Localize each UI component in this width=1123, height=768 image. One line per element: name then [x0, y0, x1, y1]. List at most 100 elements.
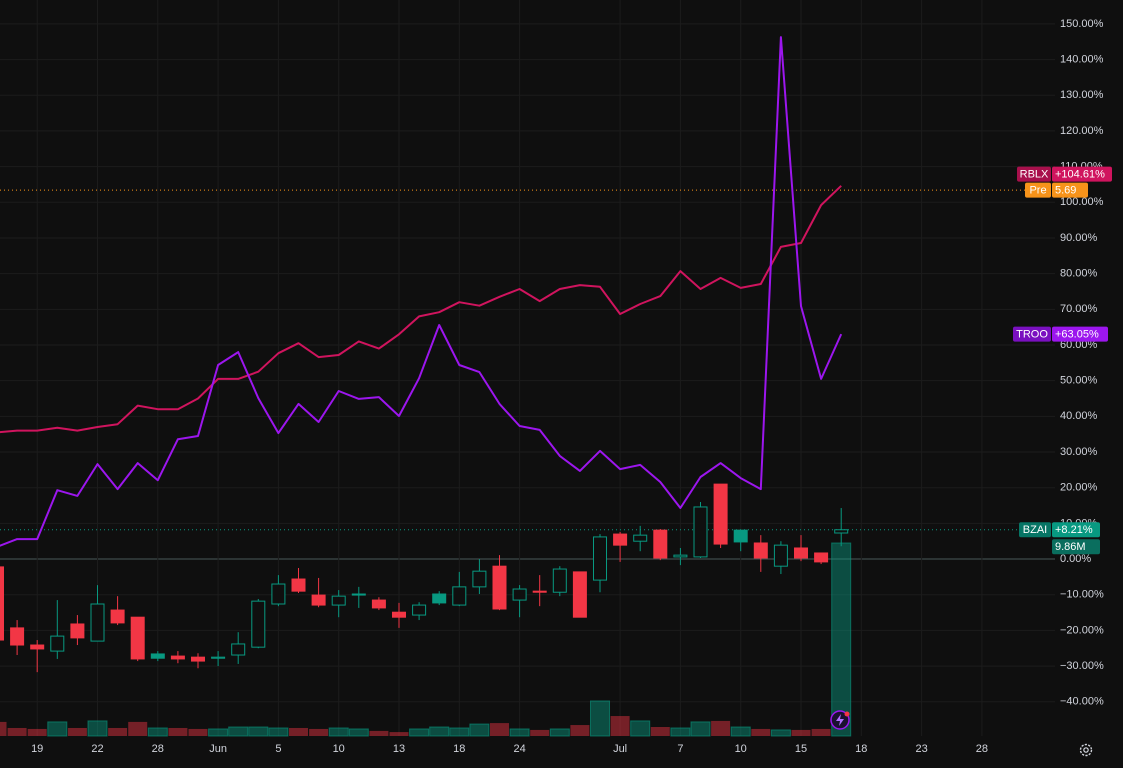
volume-bar — [811, 728, 831, 736]
x-tick-label: 10 — [333, 743, 345, 755]
volume-bar — [328, 727, 349, 737]
badge-value-box — [1052, 182, 1088, 198]
plot-area — [0, 36, 852, 737]
badge-value: +8.21% — [1055, 524, 1093, 536]
candle-body — [251, 600, 266, 648]
x-tick-label: 18 — [453, 743, 465, 755]
candle-body — [70, 623, 85, 639]
candle-body — [773, 544, 788, 567]
badge-name-box — [1025, 182, 1051, 198]
y-tick-label: 0.00% — [1060, 553, 1091, 565]
candle-body — [713, 483, 728, 545]
x-tick-label: 13 — [393, 743, 405, 755]
badge-value-box — [1052, 522, 1100, 538]
x-tick-label: 10 — [735, 743, 747, 755]
candle-body — [291, 578, 306, 592]
candle-body — [191, 656, 205, 662]
x-tick-label: 24 — [513, 743, 525, 755]
volume-bar — [108, 727, 128, 736]
volume-bar — [309, 728, 329, 736]
candle-body — [633, 534, 648, 542]
candle-body — [794, 547, 808, 559]
badge-name: RBLX — [1020, 169, 1049, 181]
volume-bar — [610, 716, 630, 736]
volume-bar — [770, 729, 791, 737]
candle-body — [572, 571, 587, 618]
volume-bar — [248, 726, 269, 737]
volume-bar — [670, 727, 691, 737]
badge-value: 5.69 — [1055, 185, 1076, 197]
volume-bar — [147, 727, 168, 737]
volume-bar — [429, 726, 450, 737]
volume-bar — [690, 721, 711, 737]
price-badges: RBLX +104.61% Pre 5.69 TROO +63.05% BZAI +8.21%… — [1013, 166, 1112, 555]
volume-bar — [831, 542, 852, 737]
x-tick-label: 7 — [677, 743, 683, 755]
badge-name-box — [1013, 326, 1051, 342]
candle-body — [432, 593, 447, 604]
candle-body — [130, 616, 145, 660]
volume-bar — [268, 727, 289, 737]
candle-body — [50, 635, 65, 652]
volume-bar — [168, 727, 188, 736]
candle-body — [371, 599, 386, 609]
y-tick-label: −20.00% — [1060, 624, 1104, 636]
candle-body — [10, 627, 25, 646]
candle-body — [613, 533, 628, 546]
candle-body — [673, 554, 688, 558]
y-tick-label: −10.00% — [1060, 589, 1104, 601]
y-tick-label: −40.00% — [1060, 696, 1104, 708]
x-tick-label: 18 — [855, 743, 867, 755]
volume-bar — [791, 729, 811, 736]
volume-bar — [128, 721, 148, 736]
volume-bar — [630, 720, 651, 737]
candle-body — [170, 655, 185, 660]
series-line — [0, 185, 842, 434]
candle-body — [231, 643, 246, 656]
candle-body — [351, 593, 366, 596]
candle-body — [512, 588, 527, 601]
candle-body — [552, 568, 567, 593]
volume-bar — [47, 721, 68, 737]
volume-bar — [369, 730, 389, 736]
y-tick-label: 50.00% — [1060, 375, 1098, 387]
volume-bar — [348, 728, 369, 737]
candle-body — [452, 586, 467, 606]
volume-bar — [711, 720, 731, 736]
volume-bar — [289, 727, 308, 736]
x-tick-label: 15 — [795, 743, 807, 755]
volume-bar — [751, 728, 771, 736]
badge-name: TROO — [1016, 329, 1048, 341]
candle-body — [110, 609, 125, 624]
candle-body — [693, 506, 708, 558]
candle-body — [492, 565, 507, 610]
badge-name-box — [1017, 166, 1051, 182]
badge-name-box — [1019, 522, 1051, 538]
candle-body — [532, 590, 547, 593]
candle-body — [834, 529, 849, 534]
volume-bar — [188, 728, 208, 736]
candle-body — [753, 542, 768, 559]
volume-bar — [87, 720, 108, 737]
volume-bar — [549, 728, 570, 737]
volume-bar — [228, 726, 249, 737]
volume-bar — [27, 728, 47, 736]
y-tick-label: 90.00% — [1060, 232, 1098, 244]
volume-bar — [509, 728, 530, 737]
volume-bar — [469, 723, 490, 737]
candle-body — [90, 603, 105, 642]
volume-bar — [590, 700, 610, 737]
candle-body — [593, 536, 607, 581]
volume-bar — [67, 727, 87, 736]
settings-icon[interactable] — [1079, 743, 1093, 757]
y-tick-label: 60.00% — [1060, 339, 1098, 351]
candle-body — [271, 583, 286, 605]
alert-icon[interactable] — [830, 710, 850, 730]
series-line — [0, 36, 843, 547]
volume-bar — [208, 728, 229, 737]
volume-bar — [530, 729, 550, 736]
x-tick-label: 22 — [91, 743, 103, 755]
volume-bar — [490, 723, 509, 736]
